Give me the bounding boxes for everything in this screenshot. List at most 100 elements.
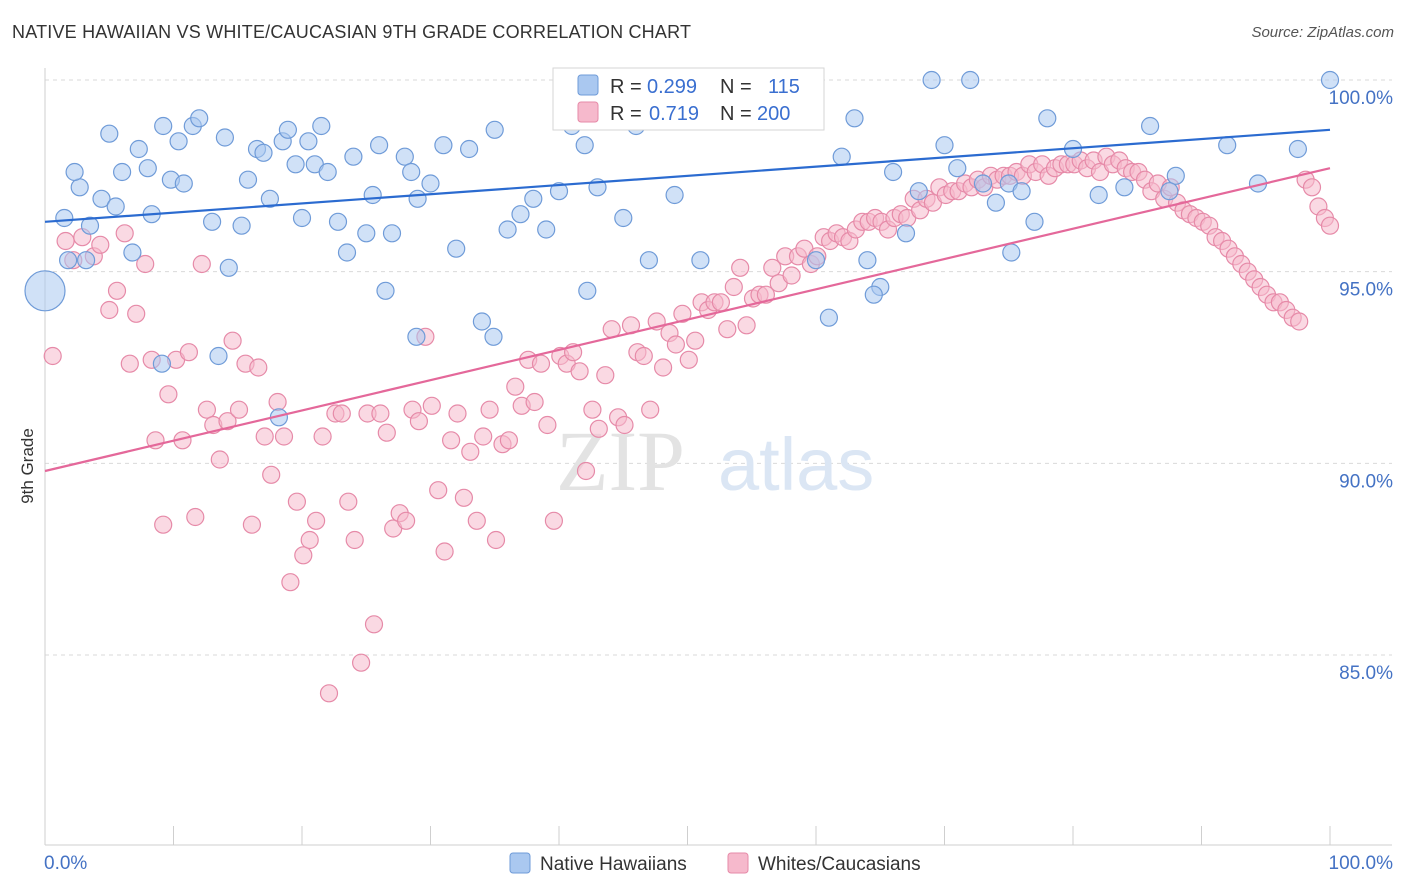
native-hawaiians-point	[232, 216, 251, 235]
whites-caucasians-point	[538, 415, 557, 435]
native-hawaiians-point	[961, 70, 980, 90]
whites-caucasians-point	[242, 515, 261, 534]
whites-caucasians-point	[294, 546, 313, 565]
whites-caucasians-point	[467, 511, 486, 530]
native-hawaiians-point	[363, 185, 382, 205]
y-tick-label-100: 100.0%	[1329, 88, 1394, 109]
native-hawaiians-point	[299, 132, 318, 151]
x-tick-label-min: 0.0%	[44, 853, 87, 874]
native-hawaiians-point	[100, 124, 119, 143]
native-hawaiians-point	[152, 354, 171, 373]
whites-caucasians-point	[120, 354, 139, 373]
chart-title: NATIVE HAWAIIAN VS WHITE/CAUCASIAN 9TH G…	[12, 22, 692, 42]
whites-caucasians-point	[763, 258, 782, 277]
whites-caucasians-point	[686, 331, 705, 350]
native-hawaiians-point	[973, 174, 993, 193]
whites-caucasians-point	[641, 400, 660, 419]
whites-caucasians-point	[262, 465, 281, 484]
whites-caucasians-point	[154, 515, 173, 534]
native-hawaiians-points	[24, 70, 1340, 427]
whites-caucasians-point	[371, 404, 390, 423]
native-hawaiians-point	[376, 281, 395, 300]
legend-r-value-1: 0.299	[647, 76, 697, 98]
native-hawaiians-point	[909, 182, 928, 201]
whites-caucasians-point	[570, 362, 589, 381]
whites-caucasians-point	[711, 293, 731, 312]
native-hawaiians-point	[238, 170, 258, 189]
native-hawaiians-point	[169, 132, 188, 151]
whites-caucasians-trendline	[44, 167, 1331, 473]
whites-caucasians-point	[332, 404, 351, 423]
whites-caucasians-point	[56, 231, 75, 251]
legend-label-native-hawaiians: Native Hawaiians	[540, 854, 687, 875]
legend-swatch-blue	[577, 74, 599, 96]
whites-caucasians-point	[429, 481, 448, 500]
y-axis-label: 9th Grade	[18, 428, 37, 504]
native-hawaiians-point	[58, 251, 78, 270]
whites-caucasians-point	[345, 530, 364, 550]
native-hawaiians-point	[138, 159, 157, 178]
native-hawaiians-point	[370, 136, 389, 155]
native-hawaiians-point	[819, 308, 839, 327]
whites-caucasians-point	[352, 653, 371, 672]
legend-n-value-1: 115	[768, 76, 800, 98]
whites-caucasians-point	[197, 400, 216, 419]
native-hawaiians-point	[858, 251, 877, 270]
y-tick-label-95: 95.0%	[1339, 280, 1393, 301]
whites-caucasians-point	[486, 530, 506, 550]
whites-caucasians-point	[531, 354, 551, 373]
whites-caucasians-point	[192, 254, 211, 274]
native-hawaiians-point	[1140, 116, 1160, 136]
native-hawaiians-point	[806, 251, 826, 270]
native-hawaiians-point	[537, 220, 556, 239]
native-hawaiians-point	[278, 120, 297, 139]
native-hawaiians-point	[498, 220, 517, 239]
native-hawaiians-point	[395, 147, 414, 166]
whites-caucasians-point	[319, 684, 339, 703]
whites-caucasians-point	[737, 316, 756, 335]
native-hawaiians-point	[402, 162, 421, 182]
whites-caucasians-point	[186, 507, 205, 527]
native-hawaiians-point	[864, 285, 883, 304]
native-hawaiians-point	[1089, 185, 1108, 205]
native-hawaiians-point	[154, 116, 173, 136]
native-hawaiians-point	[190, 109, 209, 128]
whites-caucasians-point	[274, 427, 294, 446]
native-hawaiians-point	[524, 189, 543, 208]
native-hawaiians-point	[1218, 136, 1237, 155]
native-hawaiians-point	[292, 208, 312, 228]
native-hawaiians-point	[286, 155, 305, 174]
whites-caucasians-point	[506, 377, 525, 396]
whites-caucasians-point	[583, 400, 602, 419]
whites-caucasians-point	[576, 461, 596, 481]
whites-caucasians-point	[339, 492, 358, 511]
native-hawaiians-point	[209, 346, 228, 366]
whites-caucasians-point	[107, 281, 127, 300]
native-hawaiians-point	[1012, 182, 1031, 201]
native-hawaiians-point	[665, 185, 684, 205]
whites-caucasians-point	[782, 266, 801, 285]
whites-caucasians-point	[268, 392, 287, 412]
native-hawaiians-point	[845, 109, 864, 128]
whites-caucasians-point	[249, 358, 268, 377]
native-hawaiians-point	[357, 224, 376, 243]
native-hawaiians-point	[1288, 139, 1308, 159]
native-hawaiians-point	[70, 178, 89, 197]
whites-caucasians-point	[255, 427, 274, 446]
native-hawaiians-point	[80, 216, 100, 235]
native-hawaiians-point	[1166, 166, 1185, 185]
native-hawaiians-point	[578, 281, 597, 300]
native-hawaiians-point	[215, 128, 234, 147]
native-hawaiians-point	[472, 312, 491, 331]
native-hawaiians-point	[1160, 182, 1179, 201]
native-hawaiians-point	[935, 136, 954, 155]
axes	[44, 68, 1392, 846]
trendlines	[44, 128, 1331, 473]
native-hawaiians-point	[460, 139, 479, 159]
native-hawaiians-point	[318, 162, 337, 182]
whites-caucasians-point	[218, 412, 237, 431]
native-hawaiians-point	[55, 208, 74, 228]
whites-caucasians-point	[281, 573, 300, 592]
y-tick-labels: 85.0% 90.0% 95.0% 100.0%	[1329, 88, 1394, 684]
